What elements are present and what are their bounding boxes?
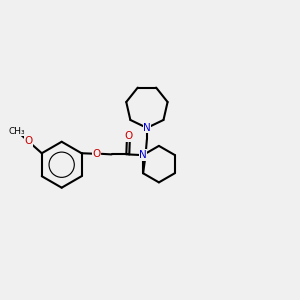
Text: O: O (24, 136, 33, 146)
Text: N: N (139, 150, 147, 160)
Text: O: O (92, 149, 100, 159)
Text: O: O (124, 131, 133, 141)
Text: CH₃: CH₃ (9, 127, 26, 136)
Text: N: N (143, 123, 151, 133)
